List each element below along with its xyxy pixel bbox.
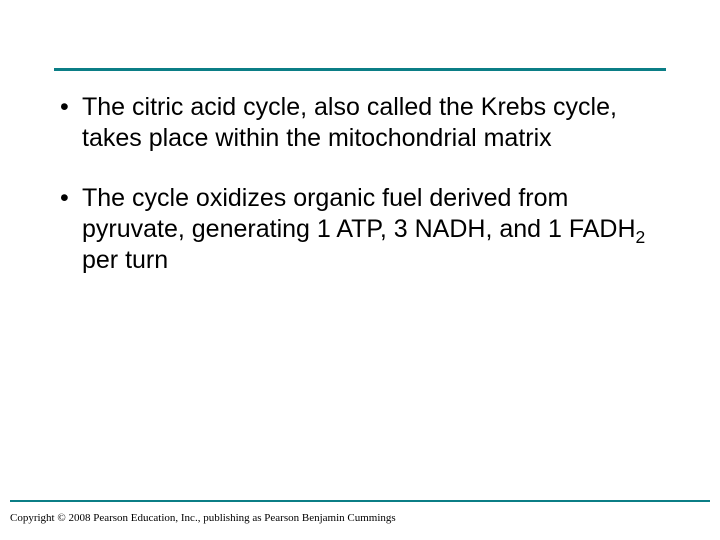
bullet-marker: • bbox=[60, 183, 82, 214]
bullet-item: • The cycle oxidizes organic fuel derive… bbox=[60, 183, 660, 277]
bullet-text: The cycle oxidizes organic fuel derived … bbox=[82, 183, 660, 277]
bottom-divider bbox=[10, 500, 710, 502]
bullet-marker: • bbox=[60, 92, 82, 123]
bullet-text-pre: The cycle oxidizes organic fuel derived … bbox=[82, 184, 636, 243]
top-divider bbox=[54, 68, 666, 71]
bullet-text-post: per turn bbox=[82, 246, 168, 274]
copyright-footer: Copyright © 2008 Pearson Education, Inc.… bbox=[10, 512, 396, 524]
content-area: • The citric acid cycle, also called the… bbox=[60, 92, 660, 304]
bullet-item: • The citric acid cycle, also called the… bbox=[60, 92, 660, 155]
bullet-text: The citric acid cycle, also called the K… bbox=[82, 92, 660, 155]
slide: • The citric acid cycle, also called the… bbox=[0, 0, 720, 540]
subscript: 2 bbox=[636, 227, 646, 247]
